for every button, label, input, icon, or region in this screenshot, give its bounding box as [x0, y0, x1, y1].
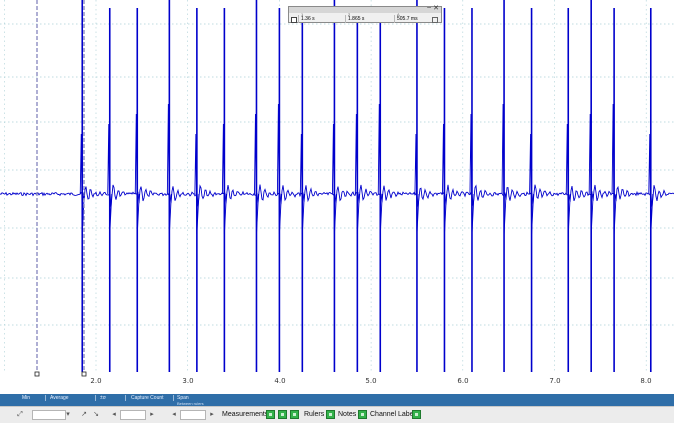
trace-line [0, 184, 674, 207]
x-tick-label: 5.0 [365, 377, 377, 385]
spike-detail [166, 103, 172, 235]
column-separator [125, 395, 126, 401]
scroll-right-icon[interactable]: ▸ [150, 411, 154, 418]
x-tick-label: 8.0 [640, 377, 652, 385]
spike-detail [442, 123, 447, 235]
spike-detail [194, 133, 200, 235]
ruler-scroll-icon[interactable] [432, 17, 438, 23]
spike-detail [414, 133, 420, 235]
measurements-header: Min Average ±σ Capture Count Span Betwee… [0, 394, 674, 406]
spike-detail [107, 123, 113, 235]
channel-labels-toggle-icon[interactable] [412, 410, 421, 419]
column-average[interactable]: Average [50, 395, 69, 401]
span-subtitle: Between rulers [177, 401, 204, 406]
close-icon[interactable]: ✕ [433, 5, 439, 12]
channel-labels-label: Channel Labels [370, 411, 419, 418]
ruler-header-delta: Δ [397, 12, 400, 17]
minimize-icon[interactable]: – [427, 4, 431, 11]
column-separator [173, 395, 174, 401]
delete-measurement-icon[interactable] [290, 410, 299, 419]
spike-detail [377, 103, 383, 235]
column-min[interactable]: Min [22, 395, 31, 401]
ruler-1-handle[interactable] [34, 371, 40, 377]
zoom-combo[interactable] [32, 410, 66, 420]
column-capture-count[interactable]: Capture Count [131, 395, 164, 401]
ruler-1-value: 1.36 s [298, 15, 345, 23]
spike-detail [79, 133, 85, 235]
spike-detail [254, 113, 259, 235]
ruler-2-value: 1.865 s [345, 15, 394, 23]
x-tick-label: 3.0 [182, 377, 194, 385]
zoom-out-icon[interactable]: ↘ [93, 411, 99, 418]
scroll-track[interactable] [120, 410, 146, 420]
zoom-in-icon[interactable]: ↗ [81, 411, 87, 418]
spike-detail [469, 113, 475, 235]
grid [0, 0, 674, 372]
spike-detail [648, 133, 654, 235]
spike-detail [331, 123, 337, 235]
column-separator [95, 395, 96, 401]
time-rulers[interactable] [34, 0, 87, 377]
spike-detail [221, 123, 227, 235]
spike-detail [565, 123, 571, 235]
column-stddev[interactable]: ±σ [100, 395, 106, 401]
ruler-info-window[interactable]: – ✕ 1 2 Δ 1.36 s 1.865 s 505.7 ms [288, 4, 442, 23]
ruler-2-handle[interactable] [81, 371, 87, 377]
ruler-header-2: 2 [348, 12, 351, 17]
notes-toggle-icon[interactable] [358, 410, 367, 419]
page-field[interactable] [180, 410, 206, 420]
add-measurement-icon[interactable] [266, 410, 275, 419]
notes-label: Notes [338, 411, 357, 418]
spike-detail [611, 103, 617, 235]
ruler-checkbox[interactable] [291, 17, 297, 23]
spike-detail [588, 113, 594, 235]
zoom-dropdown-icon[interactable]: ▾ [66, 411, 70, 418]
page-prev-icon[interactable]: ◂ [172, 411, 176, 418]
page-next-icon[interactable]: ▸ [210, 411, 214, 418]
edit-measurement-icon[interactable] [278, 410, 287, 419]
expand-icon[interactable]: ⤢ [17, 411, 23, 418]
scroll-left-icon[interactable]: ◂ [112, 411, 116, 418]
spike-detail [299, 133, 305, 235]
rulers-toggle-icon[interactable] [326, 410, 335, 419]
spike-detail [134, 113, 140, 235]
x-tick-label: 2.0 [90, 377, 102, 385]
column-separator [45, 395, 46, 401]
ruler-window-titlebar[interactable] [289, 7, 441, 13]
rulers-label: Rulers [304, 411, 325, 418]
x-tick-label: 6.0 [457, 377, 469, 385]
bottom-toolbar: ⤢ ▾ ↗ ↘ ◂ ▸ ◂ ▸ Measurements Rulers Note… [0, 406, 674, 423]
waveform-trace [0, 0, 674, 372]
ruler-header-1: 1 [301, 12, 304, 17]
ruler-delta-value: 505.7 ms [394, 15, 434, 23]
spike-detail [501, 103, 507, 235]
measurements-label: Measurements [222, 411, 269, 418]
column-span[interactable]: Span [177, 395, 189, 401]
x-tick-label: 7.0 [549, 377, 561, 385]
spike-detail [529, 133, 535, 235]
spike-detail [276, 103, 282, 235]
waveform-plot[interactable] [0, 0, 674, 383]
spike-detail [354, 113, 360, 235]
x-tick-label: 4.0 [274, 377, 286, 385]
